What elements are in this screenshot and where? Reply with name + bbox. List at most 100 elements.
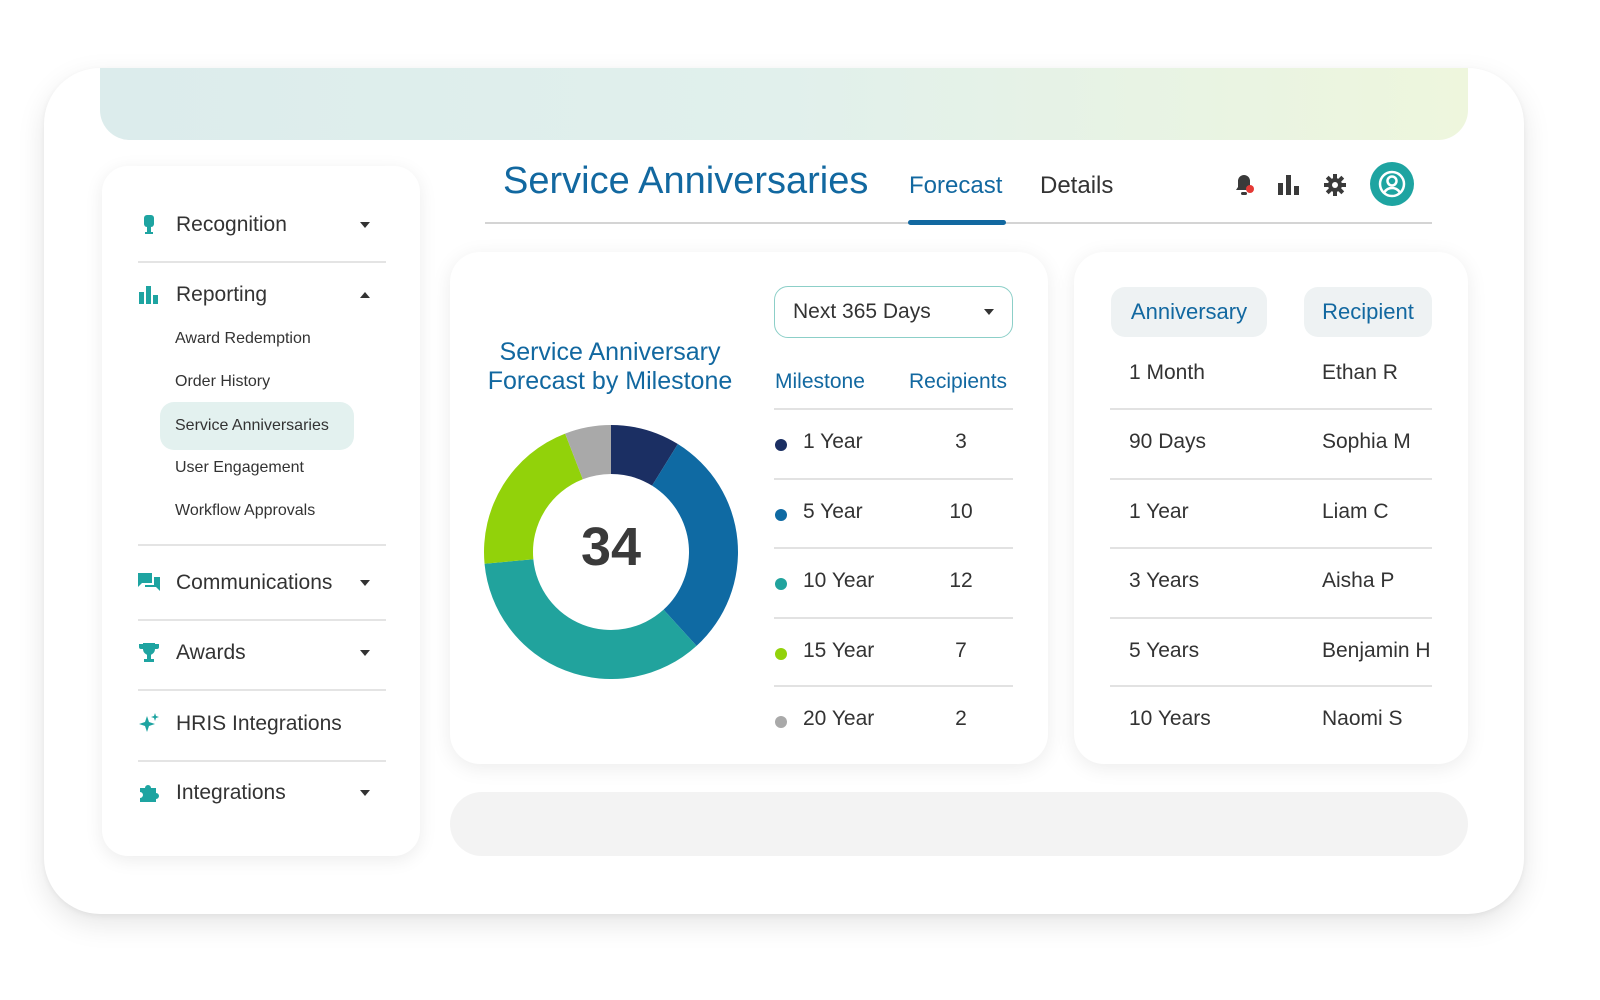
puzzle-icon (138, 782, 160, 804)
table-cell-recipient: Ethan R (1322, 361, 1398, 384)
milestone-label: 1 Year (803, 430, 863, 453)
bar-chart-icon[interactable] (1276, 172, 1302, 198)
legend-dot (775, 716, 787, 728)
row-divider (774, 547, 1013, 549)
donut-slice-10-year (484, 559, 697, 679)
sidebar-item-label: Communications (176, 571, 333, 594)
table-cell-recipient: Benjamin H (1322, 639, 1431, 662)
chart-title-line: Forecast by Milestone (487, 367, 733, 395)
donut-chart-svg (484, 425, 738, 679)
divider (138, 760, 386, 762)
donut-slice-5-year (652, 444, 738, 646)
recipient-column-header[interactable]: Recipient (1304, 287, 1432, 337)
milestone-count: 2 (955, 707, 967, 730)
chat-bubbles-icon (138, 572, 160, 594)
milestone-row: 10 Year 12 (774, 569, 1013, 599)
sidebar-subitem-service-anniversaries[interactable]: Service Anniversaries (175, 417, 329, 434)
table-cell-anniversary: 10 Years (1129, 707, 1211, 730)
sidebar: Recognition Reporting Award Redemption O… (102, 166, 420, 856)
date-range-value: Next 365 Days (793, 300, 931, 323)
row-divider (1110, 685, 1432, 687)
tab-details[interactable]: Details (1040, 172, 1114, 199)
chart-title-line: Service Anniversary (499, 338, 721, 366)
chevron-up-icon (360, 292, 370, 298)
chevron-down-icon (360, 580, 370, 586)
table-cell-anniversary: 3 Years (1129, 569, 1200, 592)
sidebar-item-integrations[interactable]: Integrations (138, 771, 386, 815)
anniversary-column-header[interactable]: Anniversary (1111, 287, 1267, 337)
gear-icon[interactable] (1322, 172, 1348, 198)
milestone-label: 15 Year (803, 639, 875, 662)
row-divider (774, 478, 1013, 480)
row-divider (1110, 408, 1432, 410)
chart-title: Service Anniversary Forecast by Mileston… (470, 338, 750, 396)
milestone-column-header: Milestone (775, 370, 865, 393)
table-cell-anniversary: 5 Years (1129, 639, 1200, 662)
date-range-select[interactable]: Next 365 Days (774, 286, 1013, 338)
chevron-down-icon (360, 650, 370, 656)
row-divider (1110, 547, 1432, 549)
row-divider (1110, 617, 1432, 619)
sidebar-item-label: Recognition (176, 213, 287, 236)
tab-forecast[interactable]: Forecast (909, 172, 1003, 199)
row-divider (774, 617, 1013, 619)
sidebar-item-label: Integrations (176, 781, 286, 804)
sidebar-item-label: Awards (176, 641, 246, 664)
table-cell-anniversary: 90 Days (1129, 430, 1207, 453)
milestone-count: 10 (949, 500, 973, 523)
sidebar-subitem-order-history[interactable]: Order History (175, 373, 271, 390)
donut-slice-20-year (565, 425, 611, 480)
sparkle-icon (138, 713, 160, 735)
divider (138, 544, 386, 546)
sidebar-item-label: HRIS Integrations (176, 712, 342, 735)
legend-dot (775, 648, 787, 660)
sidebar-item-recognition[interactable]: Recognition (138, 203, 386, 247)
table-cell-recipient: Naomi S (1322, 707, 1403, 730)
anniversary-table-card (1074, 252, 1468, 764)
milestone-row: 20 Year 2 (774, 707, 1013, 737)
bell-icon[interactable] (1231, 172, 1257, 198)
table-cell-recipient: Aisha P (1322, 569, 1395, 592)
milestone-row: 5 Year 10 (774, 500, 1013, 530)
sidebar-item-reporting[interactable]: Reporting (138, 273, 386, 317)
table-cell-recipient: Sophia M (1322, 430, 1411, 453)
sidebar-subitem-workflow-approvals[interactable]: Workflow Approvals (175, 502, 316, 519)
donut-total: 34 (580, 517, 642, 577)
divider (138, 689, 386, 691)
recipients-column-header: Recipients (909, 370, 1008, 393)
milestone-row: 1 Year 3 (774, 430, 1013, 460)
header-banner (100, 68, 1468, 140)
active-tab-indicator (908, 220, 1006, 225)
chevron-down-icon (360, 790, 370, 796)
user-avatar-icon[interactable] (1370, 162, 1414, 206)
bottom-placeholder-bar (450, 792, 1468, 856)
divider (138, 619, 386, 621)
legend-dot (775, 509, 787, 521)
legend-dot (775, 439, 787, 451)
chevron-down-icon (360, 222, 370, 228)
milestone-label: 5 Year (803, 500, 863, 523)
page-title: Service Anniversaries (503, 160, 869, 202)
chevron-down-icon (984, 309, 994, 315)
sidebar-active-highlight (160, 402, 354, 450)
bar-chart-icon (138, 284, 160, 306)
milestone-count: 3 (955, 430, 967, 453)
donut-slice-15-year (484, 433, 583, 564)
milestone-label: 10 Year (803, 569, 875, 592)
award-ribbon-icon (138, 214, 160, 236)
donut-slice-1-year (611, 425, 678, 486)
row-divider (1110, 478, 1432, 480)
table-cell-anniversary: 1 Year (1129, 500, 1189, 523)
row-divider (774, 685, 1013, 687)
row-divider (774, 408, 1013, 410)
sidebar-subitem-award-redemption[interactable]: Award Redemption (175, 330, 311, 347)
sidebar-subitem-user-engagement[interactable]: User Engagement (175, 459, 304, 476)
milestone-count: 7 (955, 639, 967, 662)
milestone-count: 12 (949, 569, 973, 592)
milestone-label: 20 Year (803, 707, 875, 730)
trophy-icon (138, 642, 160, 664)
sidebar-item-label: Reporting (176, 283, 268, 306)
sidebar-item-awards[interactable]: Awards (138, 631, 386, 675)
sidebar-item-communications[interactable]: Communications (138, 561, 386, 605)
sidebar-item-hris-integrations[interactable]: HRIS Integrations (138, 702, 386, 746)
